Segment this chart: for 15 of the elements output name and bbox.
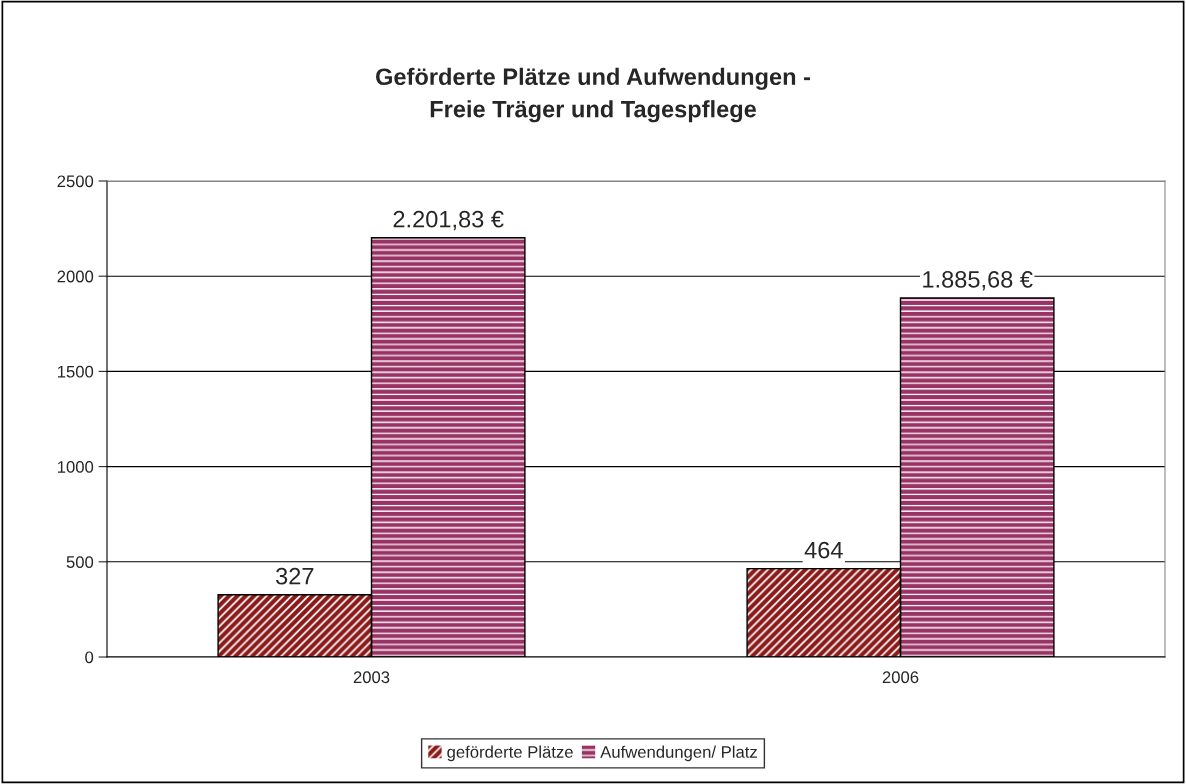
y-tick-label: 1500 xyxy=(58,365,94,378)
y-tick-label: 1000 xyxy=(58,461,94,473)
y-tick-label: 0 xyxy=(85,651,94,664)
data-label: 327 xyxy=(276,567,314,585)
legend-label: Aufwendungen/ Platz xyxy=(600,745,757,762)
x-tick-label: 2006 xyxy=(882,671,919,684)
y-tick-label: 500 xyxy=(66,556,94,568)
data-label: 464 xyxy=(804,541,843,559)
x-tick-label: 2003 xyxy=(353,671,390,684)
y-tick-label: 2000 xyxy=(57,270,94,283)
legend-label: geförderte Plätze xyxy=(447,745,573,762)
chart-title: Geförderte Plätze und Aufwendungen - Freie Träger und Tagespflege xyxy=(376,67,811,123)
data-label: 1.885,68 € xyxy=(923,271,1033,291)
y-tick-label: 2500 xyxy=(57,175,94,188)
data-label: 2.201,83 € xyxy=(393,210,504,231)
